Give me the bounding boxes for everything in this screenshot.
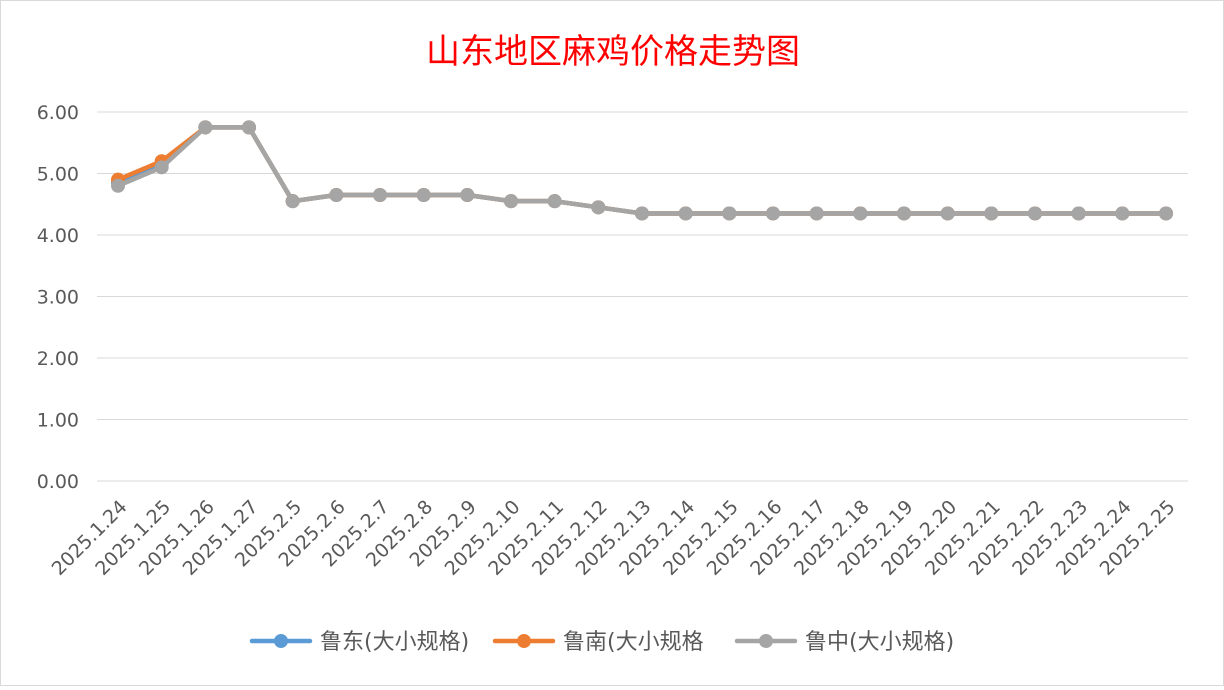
- data-point: [198, 120, 213, 135]
- legend-swatch-marker: [759, 634, 773, 648]
- chart-title: 山东地区麻鸡价格走势图: [426, 32, 800, 72]
- series-2: [111, 120, 1173, 221]
- data-point: [1115, 206, 1130, 221]
- legend-label: 鲁南(大小规格: [563, 630, 704, 655]
- data-point: [111, 178, 125, 193]
- data-point: [460, 188, 475, 203]
- series-layer: [111, 120, 1173, 221]
- data-point: [285, 194, 300, 209]
- gridlines: [97, 111, 1188, 482]
- legend-entry-1: 鲁东(大小规格): [249, 630, 469, 655]
- data-point: [1071, 206, 1086, 221]
- data-point: [766, 206, 780, 221]
- data-point: [547, 194, 562, 209]
- data-point: [678, 206, 693, 221]
- series-1: [111, 120, 1173, 221]
- legend-swatch-marker: [274, 634, 288, 648]
- data-point: [329, 188, 344, 203]
- y-axis: 0.00 1.00 2.00 3.00 4.00 5.00 6.00: [37, 102, 79, 493]
- data-point: [897, 206, 911, 221]
- y-tick-label: 3.00: [37, 287, 79, 309]
- y-tick-label: 1.00: [37, 410, 79, 432]
- data-point: [504, 194, 518, 209]
- data-point: [853, 206, 868, 221]
- legend-entry-3: 鲁中(大小规格): [734, 630, 954, 655]
- legend-label: 鲁东(大小规格): [320, 630, 469, 655]
- y-tick-label: 5.00: [37, 164, 79, 186]
- series-line: [115, 125, 1169, 216]
- data-point: [635, 206, 649, 221]
- data-point: [242, 120, 256, 135]
- data-point: [940, 206, 955, 221]
- data-point: [809, 206, 824, 221]
- y-tick-label: 0.00: [37, 471, 79, 493]
- data-point: [722, 206, 737, 221]
- legend-entry-2: 鲁南(大小规格: [492, 630, 704, 655]
- legend-swatch-marker: [517, 634, 531, 648]
- legend-label: 鲁中(大小规格): [805, 630, 954, 655]
- legend: 鲁东(大小规格) 鲁南(大小规格 鲁中(大小规格): [249, 630, 954, 655]
- y-tick-label: 2.00: [37, 348, 79, 370]
- data-point: [984, 206, 999, 221]
- data-point: [1028, 206, 1042, 221]
- y-tick-label: 6.00: [37, 102, 79, 124]
- y-tick-label: 4.00: [37, 225, 79, 247]
- data-point: [373, 188, 387, 203]
- data-point: [416, 188, 431, 203]
- series-3: [111, 120, 1173, 221]
- x-axis: 2025.1.242025.1.252025.1.262025.1.272025…: [48, 496, 1180, 580]
- data-point: [154, 160, 169, 175]
- data-point: [591, 200, 606, 215]
- data-point: [1159, 206, 1173, 221]
